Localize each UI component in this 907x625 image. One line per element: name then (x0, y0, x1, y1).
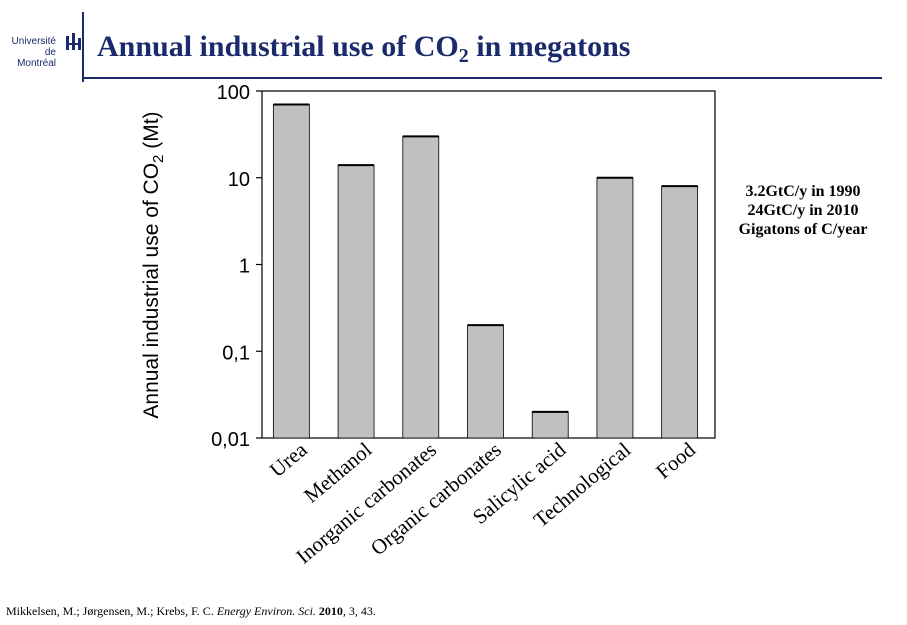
y-tick-label: 0,1 (222, 342, 250, 364)
bar (596, 177, 634, 439)
y-axis-label: Annual industrial use of CO2 (Mt) (140, 111, 167, 418)
bar (337, 164, 375, 439)
x-category-label: Urea (265, 437, 312, 482)
logo-line-2: de Montréal (17, 47, 56, 69)
note-line-2: 24GtC/y in 2010 (747, 202, 859, 219)
citation: Mikkelsen, M.; Jørgensen, M.; Krebs, F. … (6, 604, 376, 618)
header-horizontal-rule (82, 77, 882, 79)
header-vertical-rule (82, 12, 84, 82)
bar (402, 135, 440, 439)
note-line-1: 3.2GtC/y in 1990 (745, 183, 861, 200)
bar (661, 185, 699, 439)
y-tick-label: 10 (228, 169, 250, 191)
logo-mark-icon (66, 33, 81, 50)
logo-text: Université de Montréal (8, 36, 56, 69)
x-category-label: Food (651, 437, 700, 483)
y-tick-label: 1 (239, 256, 250, 278)
logo-line-1: Université (11, 36, 56, 47)
bar (272, 104, 310, 439)
page-title: Annual industrial use of CO2 in megatons (97, 30, 631, 67)
y-tick-label: 100 (217, 82, 250, 104)
university-logo: Université de Montréal (8, 28, 88, 69)
bar (467, 324, 504, 439)
y-tick-label: 0,01 (211, 429, 250, 451)
note-line-3: Gigatons of C/year (738, 221, 868, 238)
gigatons-note: 3.2GtC/y in 1990 24GtC/y in 2010 Gigaton… (718, 182, 888, 239)
bar (531, 411, 569, 439)
